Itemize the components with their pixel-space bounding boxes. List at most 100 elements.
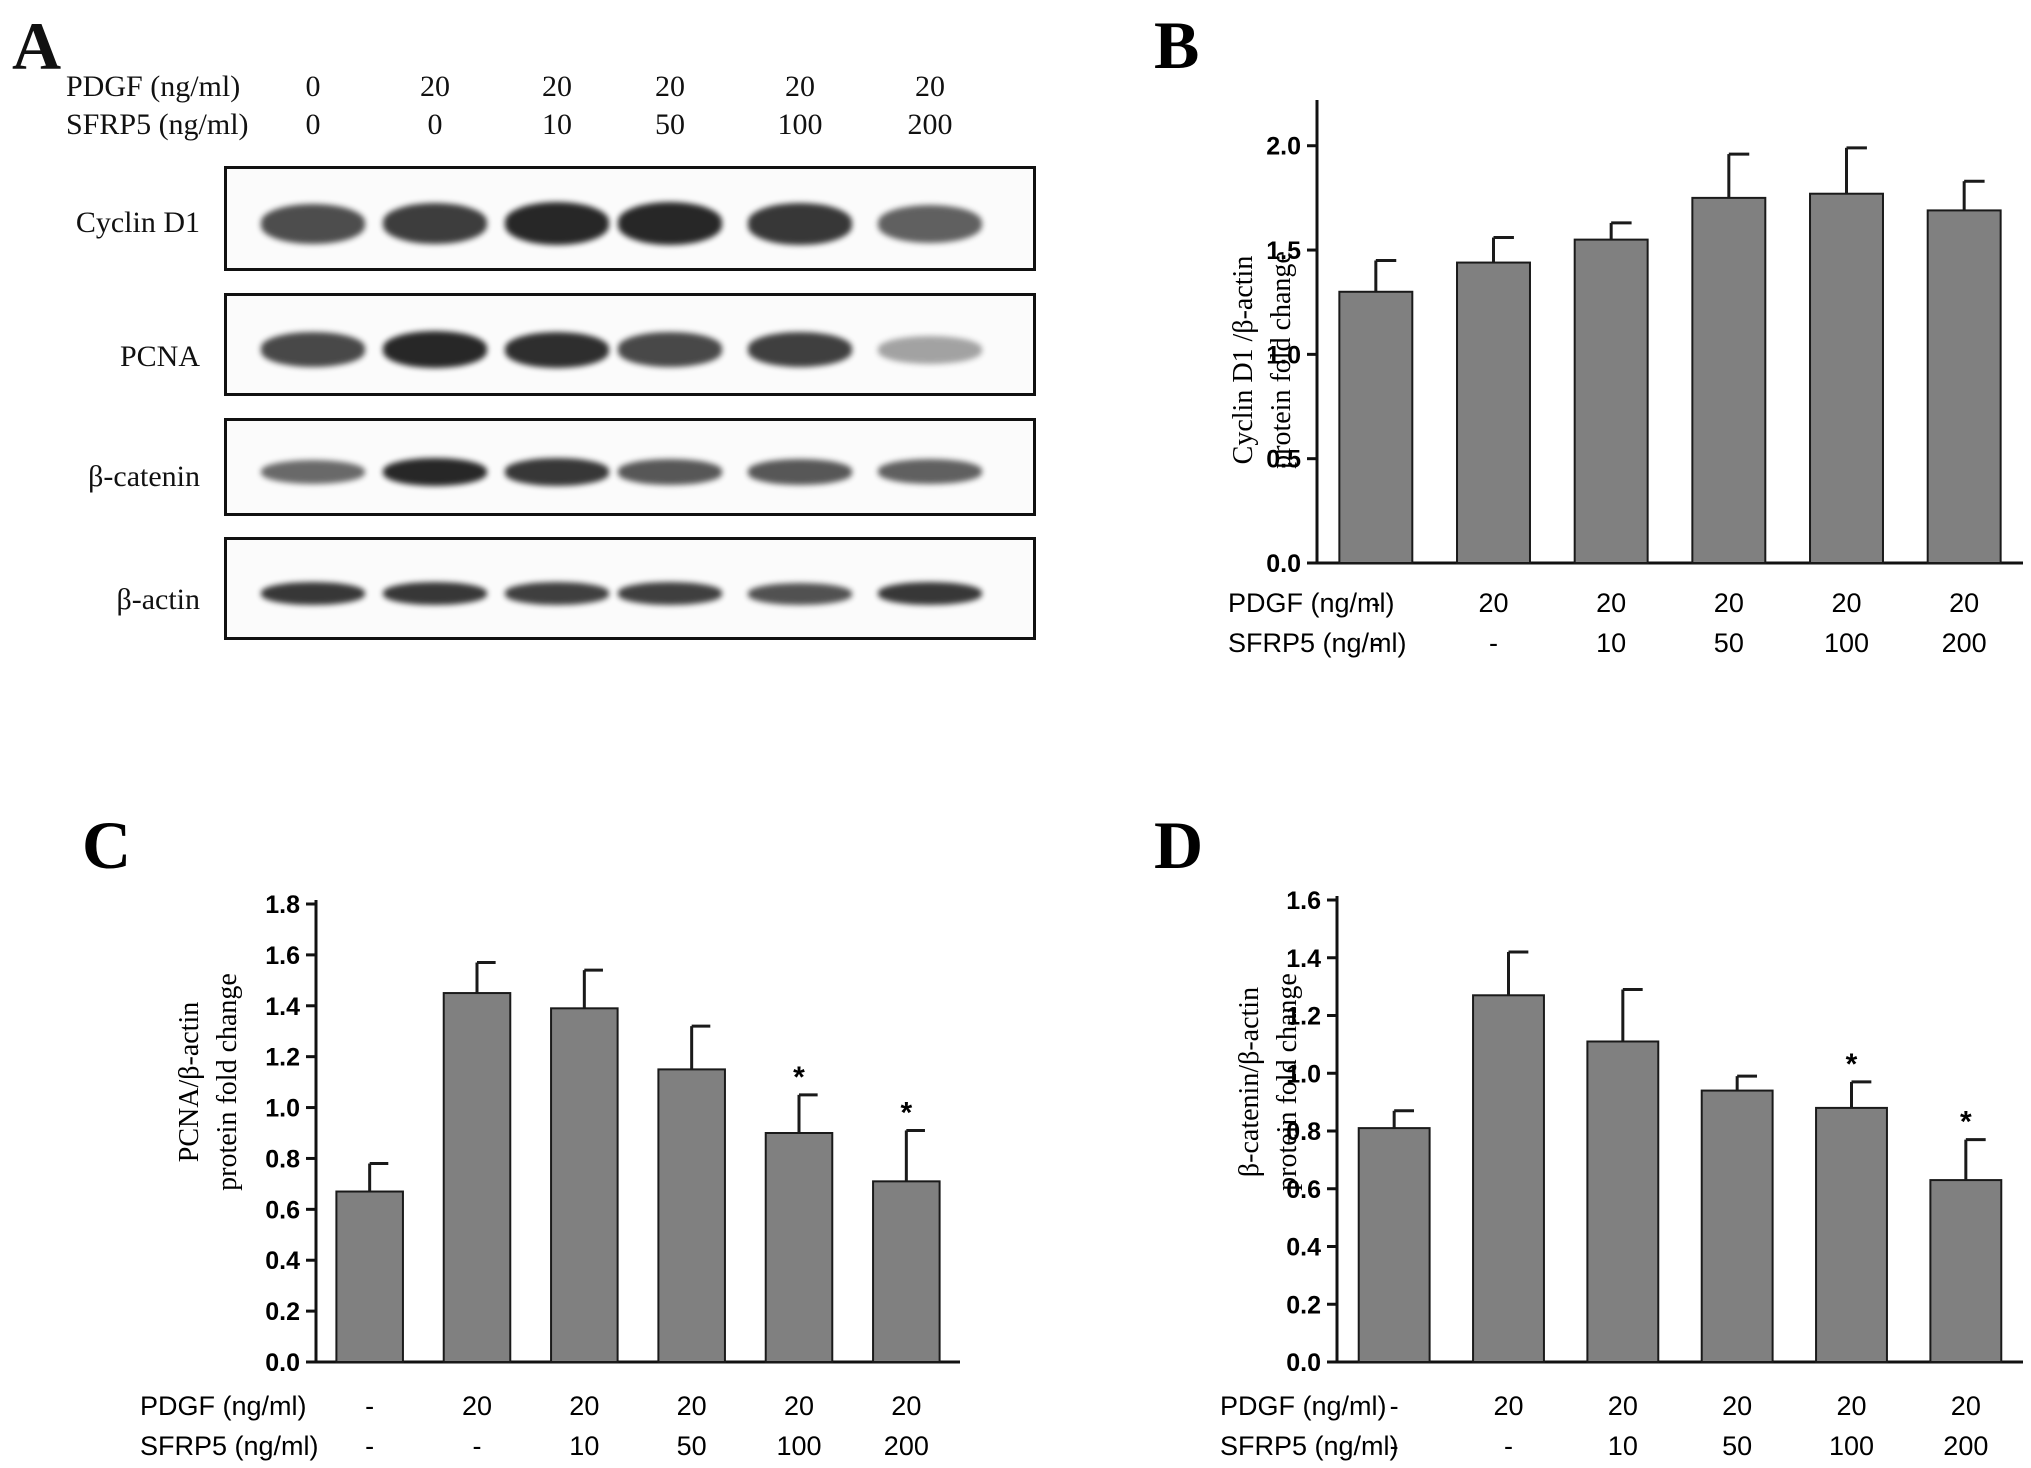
x-row-header-sfrp5: SFRP5 (ng/ml) [1220, 1431, 1399, 1461]
blot-band [748, 459, 852, 485]
blot-pdgf-value: 0 [305, 70, 321, 103]
y-tick-label: 0.6 [265, 1196, 300, 1224]
blot-band [505, 202, 609, 246]
x-sfrp5-label: 200 [1942, 628, 1987, 658]
blot-label-cyclin-d1: Cyclin D1 [75, 206, 200, 239]
y-tick-label: 0.6 [1286, 1176, 1321, 1204]
y-tick-label: 0.0 [1286, 1349, 1321, 1377]
x-pdgf-label: 20 [1478, 588, 1508, 618]
x-row-header-pdgf: PDGF (ng/ml) [140, 1391, 307, 1421]
blot-band [505, 331, 609, 368]
bar [1357, 1127, 1431, 1363]
bar [335, 1190, 404, 1363]
x-pdgf-label: 20 [1949, 588, 1979, 618]
significance-star: * [793, 1061, 805, 1094]
x-row-header-pdgf: PDGF (ng/ml) [1228, 588, 1395, 618]
x-sfrp5-label: 10 [569, 1431, 599, 1461]
x-pdgf-label: - [1390, 1391, 1399, 1421]
x-row-header-sfrp5: SFRP5 (ng/ml) [140, 1431, 319, 1461]
bar [1586, 1040, 1660, 1364]
x-pdgf-label: 20 [569, 1391, 599, 1421]
blot-band [383, 331, 487, 369]
blot-sfrp5-value: 10 [542, 108, 572, 141]
y-tick-label: 0.2 [265, 1298, 300, 1326]
x-pdgf-label: - [1371, 588, 1380, 618]
y-tick-label: 1.0 [265, 1095, 300, 1123]
blot-sfrp5-value: 0 [427, 108, 443, 141]
x-sfrp5-label: - [1489, 628, 1498, 658]
y-tick-label: 1.2 [265, 1044, 300, 1072]
y-tick-label: 0.0 [1266, 550, 1301, 578]
bar [1815, 1106, 1888, 1363]
y-tick-label: 1.6 [1286, 887, 1321, 915]
y-tick-label: 1.5 [1266, 237, 1301, 265]
x-sfrp5-label: - [1390, 1431, 1399, 1461]
blot-band [748, 332, 852, 368]
blot-band [383, 203, 487, 245]
y-tick-label: 0.8 [1286, 1118, 1321, 1146]
y-tick-label: 1.4 [265, 993, 300, 1021]
y-tick-label: 1.2 [1286, 1003, 1321, 1031]
bar [657, 1068, 726, 1363]
blot-sfrp5-value: 200 [907, 108, 953, 141]
y-tick-label: 1.6 [265, 942, 300, 970]
y-tick-label: 1.8 [265, 891, 300, 919]
x-sfrp5-label: - [1504, 1431, 1513, 1461]
y-tick-label: 0.2 [1286, 1291, 1321, 1319]
x-sfrp5-label: - [1371, 628, 1380, 658]
x-pdgf-label: 20 [1493, 1391, 1523, 1421]
bar [550, 1007, 619, 1363]
blot-band [618, 582, 722, 605]
bar [1929, 1179, 2003, 1363]
y-tick-label: 0.4 [265, 1247, 300, 1275]
y-axis-label: protein fold change [1272, 973, 1303, 1191]
x-sfrp5-label: 10 [1596, 628, 1626, 658]
blot-pdgf-value: 20 [785, 70, 815, 103]
bar [1472, 994, 1545, 1363]
blot-band [878, 335, 982, 364]
x-sfrp5-label: 200 [1943, 1431, 1988, 1461]
x-pdgf-label: 20 [1608, 1391, 1638, 1421]
blot-band [261, 332, 365, 367]
x-sfrp5-label: 100 [1824, 628, 1869, 658]
blot-pdgf-header: PDGF (ng/ml) [66, 70, 241, 103]
x-sfrp5-label: - [473, 1431, 482, 1461]
bar [442, 992, 512, 1364]
blot-band [878, 582, 982, 606]
y-axis-label: PCNA/β-actin [174, 1002, 205, 1162]
y-tick-label: 0.8 [265, 1145, 300, 1173]
y-tick-label: 1.0 [1266, 341, 1301, 369]
y-axis-label: β-catenin/β-actin [1234, 987, 1265, 1177]
y-tick-label: 1.4 [1286, 945, 1321, 973]
bar [1700, 1089, 1774, 1363]
x-row-header-sfrp5: SFRP5 (ng/ml) [1228, 628, 1407, 658]
blot-band [505, 582, 609, 605]
blot-band [748, 202, 852, 245]
y-tick-label: 2.0 [1266, 133, 1301, 161]
y-axis-label: protein fold change [212, 973, 243, 1191]
bar [1809, 192, 1884, 565]
chart-panel-b: Cyclin D1 /β-actin protein fold change 0.0… [1154, 7, 2023, 658]
significance-star: * [900, 1096, 912, 1129]
blot-band [618, 459, 722, 485]
x-pdgf-label: 20 [1951, 1391, 1981, 1421]
x-row-header-pdgf: PDGF (ng/ml) [1220, 1391, 1387, 1421]
blot-label-beta-catenin: β-catenin [88, 460, 200, 493]
blot-band [261, 582, 365, 606]
x-pdgf-label: 20 [891, 1391, 921, 1421]
blot-band [878, 459, 982, 485]
x-pdgf-label: - [365, 1391, 374, 1421]
x-sfrp5-label: 50 [1714, 628, 1744, 658]
blot-band [261, 459, 365, 485]
bar [872, 1180, 941, 1363]
blot-pdgf-value: 20 [915, 70, 945, 103]
chart-panel-d: β-catenin/β-actin protein fold change 0.0 0… [1154, 807, 2023, 1461]
bar [1456, 261, 1531, 564]
panel-letter-a: A [12, 8, 62, 84]
x-pdgf-label: 20 [1714, 588, 1744, 618]
blot-sfrp5-value: 0 [305, 108, 321, 141]
x-sfrp5-label: 50 [1722, 1431, 1752, 1461]
blot-pdgf-value: 20 [420, 70, 450, 103]
bar [1573, 238, 1649, 564]
